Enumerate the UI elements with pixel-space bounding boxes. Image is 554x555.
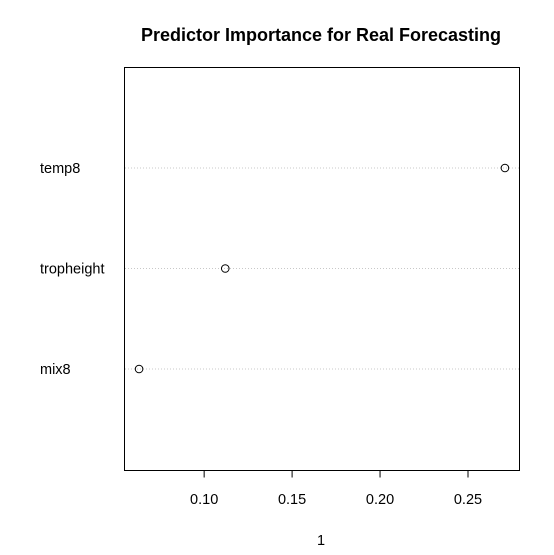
data-point: [500, 163, 510, 173]
plot-frame: [124, 67, 520, 471]
x-axis: 0.10 0.15 0.20 0.25: [190, 470, 482, 508]
x-tick-label: 0.25: [454, 492, 482, 508]
data-points: [134, 163, 510, 374]
x-axis-label: 1: [317, 533, 325, 549]
data-point: [220, 264, 230, 273]
chart-title: Predictor Importance for Real Forecastin…: [141, 25, 501, 45]
data-point: [134, 364, 144, 374]
x-tick-label: 0.15: [278, 492, 306, 508]
category-label: tropheight: [40, 262, 105, 278]
category-label: mix8: [40, 362, 71, 378]
x-tick-label: 0.10: [190, 492, 218, 508]
category-labels: temp8 tropheight mix8: [40, 161, 105, 378]
category-label: temp8: [40, 161, 80, 177]
guide-lines: [125, 167, 519, 370]
x-tick-label: 0.20: [366, 492, 394, 508]
